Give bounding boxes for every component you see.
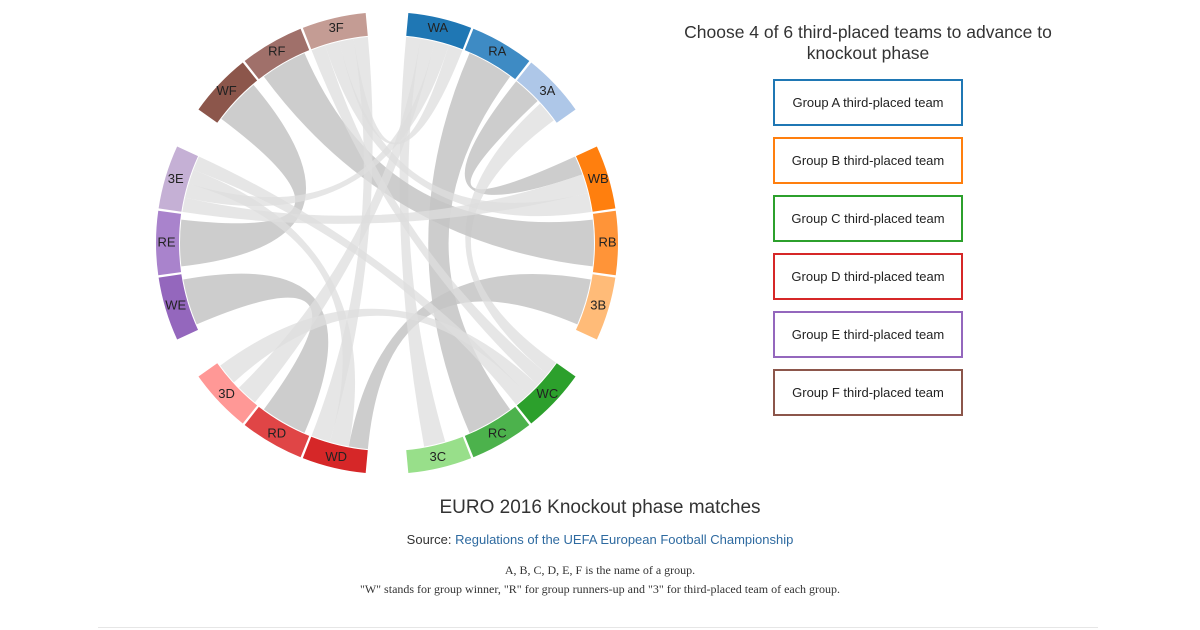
segment-label-3c: 3C bbox=[430, 449, 447, 464]
group-a-third-button[interactable]: Group A third-placed team bbox=[773, 79, 963, 126]
chord-wc-3e bbox=[193, 156, 528, 405]
segment-wd[interactable] bbox=[302, 436, 368, 474]
segment-3f[interactable] bbox=[302, 12, 368, 50]
segment-label-rc: RC bbox=[488, 425, 507, 440]
segment-label-re: RE bbox=[157, 234, 175, 249]
chord-wd-3e bbox=[188, 169, 356, 447]
team-button-list: Group A third-placed team Group B third-… bbox=[773, 79, 963, 427]
chord-wb-3f bbox=[325, 41, 592, 217]
segment-rf[interactable] bbox=[244, 28, 310, 80]
group-d-third-button[interactable]: Group D third-placed team bbox=[773, 253, 963, 300]
footnote-line-2: "W" stands for group winner, "R" for gro… bbox=[359, 582, 841, 596]
segment-wa[interactable] bbox=[406, 12, 472, 50]
footnote-line-1: A, B, C, D, E, F is the name of a group. bbox=[504, 563, 696, 577]
segment-3c[interactable] bbox=[406, 436, 472, 474]
source-prefix: Source: bbox=[406, 532, 452, 547]
segment-3b[interactable] bbox=[575, 274, 616, 340]
chord-arcs: WA RA 3A WB RB 3B WC RC 3C WD RD 3D WE RE 3E WF RF 3F bbox=[156, 12, 618, 474]
segment-re[interactable] bbox=[156, 210, 182, 276]
segment-label-3e: 3E bbox=[168, 171, 184, 186]
segment-ra[interactable] bbox=[464, 28, 530, 80]
segment-we[interactable] bbox=[158, 274, 199, 340]
segment-label-wb: WB bbox=[588, 171, 609, 186]
segment-label-wa: WA bbox=[428, 20, 449, 35]
segment-label-wd: WD bbox=[325, 449, 347, 464]
segment-label-3d: 3D bbox=[218, 386, 235, 401]
source-line: Source: Regulations of the UEFA European… bbox=[0, 532, 1200, 548]
chord-we-rd bbox=[183, 273, 329, 433]
segment-label-we: WE bbox=[165, 298, 186, 313]
segment-label-3a: 3A bbox=[539, 83, 555, 98]
segment-3d[interactable] bbox=[198, 363, 258, 424]
chord-wc-3a bbox=[465, 103, 556, 375]
group-c-third-button[interactable]: Group C third-placed team bbox=[773, 195, 963, 242]
segment-label-wc: WC bbox=[537, 386, 559, 401]
chord-ribbons bbox=[180, 36, 594, 450]
segment-label-wf: WF bbox=[217, 83, 237, 98]
chord-rb-rf bbox=[263, 53, 594, 267]
chord-wb-3a bbox=[464, 81, 583, 195]
chord-diagram: WA RA 3A WB RB 3B WC RC 3C WD RD 3D WE RE 3E WF RF 3F bbox=[156, 12, 618, 474]
segment-label-ra: RA bbox=[488, 43, 506, 58]
chord-wd-3b bbox=[348, 273, 591, 450]
segment-label-rb: RB bbox=[598, 234, 616, 249]
group-f-third-button[interactable]: Group F third-placed team bbox=[773, 369, 963, 416]
chord-wa-3c bbox=[399, 36, 446, 447]
panel-title: Choose 4 of 6 third-placed teams to adva… bbox=[684, 22, 1052, 63]
source-link[interactable]: Regulations of the UEFA European Footbal… bbox=[455, 532, 794, 547]
group-b-third-button[interactable]: Group B third-placed team bbox=[773, 137, 963, 184]
selection-panel: Choose 4 of 6 third-placed teams to adva… bbox=[672, 22, 1064, 416]
chord-wd-3f bbox=[311, 36, 373, 442]
group-e-third-button[interactable]: Group E third-placed team bbox=[773, 311, 963, 358]
segment-3a[interactable] bbox=[516, 62, 576, 123]
segment-wf[interactable] bbox=[198, 62, 258, 123]
chart-title: EURO 2016 Knockout phase matches bbox=[439, 497, 761, 518]
segment-label-rf: RF bbox=[268, 43, 285, 58]
chord-ra-rc bbox=[428, 53, 511, 433]
segment-rb[interactable] bbox=[592, 210, 618, 276]
segment-label-3f: 3F bbox=[329, 20, 344, 35]
segment-3e[interactable] bbox=[158, 146, 199, 212]
segment-rd[interactable] bbox=[244, 406, 310, 458]
segment-wc[interactable] bbox=[516, 363, 576, 424]
segment-label-3b: 3B bbox=[590, 298, 606, 313]
footer: EURO 2016 Knockout phase matches Source:… bbox=[0, 496, 1200, 599]
footnote: A, B, C, D, E, F is the name of a group.… bbox=[0, 561, 1200, 599]
chord-wb-3e bbox=[182, 174, 588, 224]
segment-label-rd: RD bbox=[267, 425, 286, 440]
chord-wa-3d bbox=[238, 38, 435, 403]
segment-rc[interactable] bbox=[464, 406, 530, 458]
bottom-divider bbox=[98, 627, 1098, 628]
chord-wc-3f bbox=[311, 45, 548, 386]
segment-wb[interactable] bbox=[575, 146, 616, 212]
